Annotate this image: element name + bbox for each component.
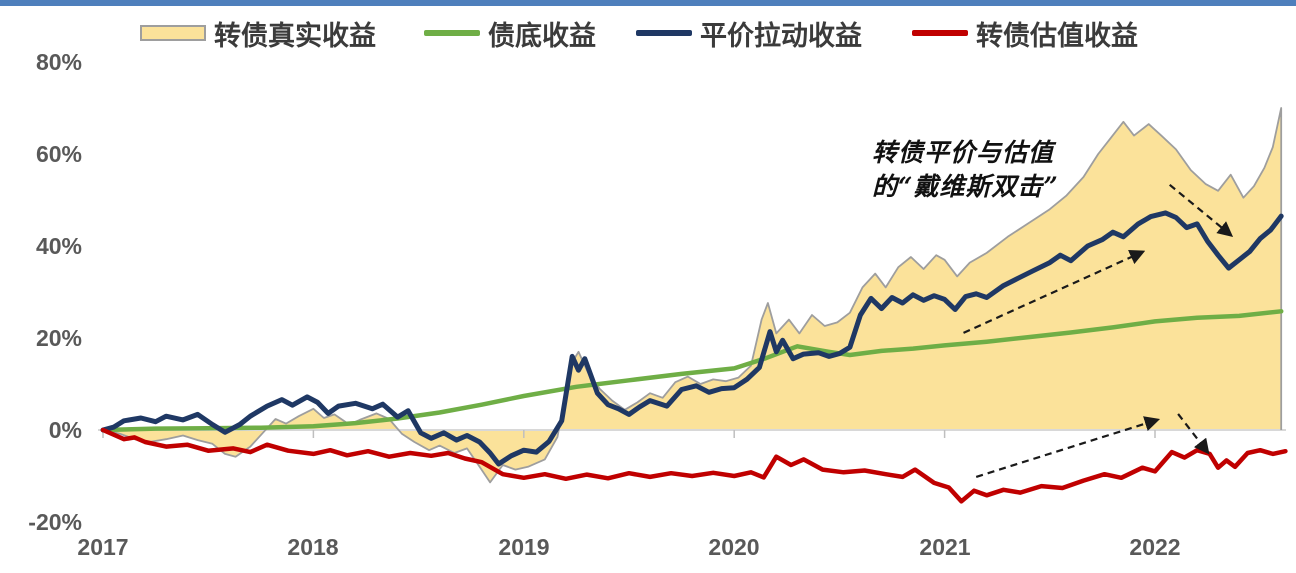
- x-axis-label: 2018: [287, 534, 339, 560]
- top-accent-bar: [0, 0, 1296, 6]
- y-axis-label: 60%: [35, 141, 82, 167]
- y-axis-label: -20%: [28, 509, 82, 535]
- legend-item-parity: 平价拉动收益: [636, 15, 862, 52]
- line-swatch-icon: [912, 30, 968, 36]
- annotation-text: 转债平价与估值 的“戴维斯双击”: [872, 136, 1059, 204]
- line-swatch-icon: [424, 30, 480, 36]
- area-swatch-icon: [140, 25, 206, 41]
- y-axis-label: 40%: [35, 233, 82, 259]
- legend-label: 转债真实收益: [214, 20, 376, 52]
- annotation-line-2: 的“戴维斯双击”: [872, 172, 1059, 201]
- legend-label: 债底收益: [488, 20, 596, 52]
- legend-label: 平价拉动收益: [700, 20, 862, 52]
- x-axis-label: 2021: [919, 534, 971, 560]
- y-axis-label: 0%: [48, 417, 82, 443]
- x-axis-label: 2020: [708, 534, 760, 560]
- legend-label: 转债估值收益: [976, 20, 1138, 52]
- y-axis-label: 80%: [35, 49, 82, 75]
- legend-item-area: 转债真实收益: [140, 15, 376, 52]
- x-axis-label: 2022: [1129, 534, 1181, 560]
- legend-item-bond-floor: 债底收益: [424, 15, 596, 52]
- x-axis-label: 2019: [498, 534, 550, 560]
- annotation-line-1: 转债平价与估值: [872, 138, 1055, 167]
- legend-item-valuation: 转债估值收益: [912, 15, 1138, 52]
- x-axis-label: 2017: [77, 534, 129, 560]
- y-axis-label: 20%: [35, 325, 82, 351]
- line-swatch-icon: [636, 30, 692, 36]
